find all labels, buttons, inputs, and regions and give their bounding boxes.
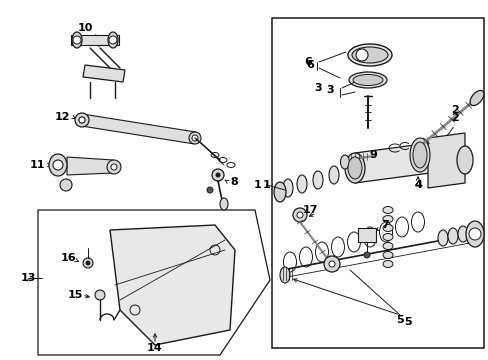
Circle shape: [212, 169, 224, 181]
Ellipse shape: [108, 32, 118, 48]
Text: 17: 17: [302, 205, 317, 215]
Ellipse shape: [328, 166, 338, 184]
Ellipse shape: [466, 224, 476, 240]
Circle shape: [53, 160, 63, 170]
Circle shape: [79, 117, 85, 123]
Text: 4: 4: [413, 180, 421, 190]
Ellipse shape: [283, 179, 292, 197]
Circle shape: [355, 49, 367, 61]
Ellipse shape: [382, 216, 392, 222]
Text: 8: 8: [230, 177, 237, 187]
Ellipse shape: [49, 154, 67, 176]
Text: 15: 15: [67, 290, 82, 300]
Text: 5: 5: [395, 315, 403, 325]
Text: 3: 3: [314, 83, 321, 93]
Circle shape: [206, 187, 213, 193]
Ellipse shape: [382, 234, 392, 240]
Ellipse shape: [347, 44, 391, 66]
Ellipse shape: [280, 267, 289, 283]
Circle shape: [73, 36, 81, 44]
Polygon shape: [110, 225, 235, 345]
Text: 10: 10: [77, 23, 93, 33]
Circle shape: [328, 261, 334, 267]
Ellipse shape: [382, 207, 392, 213]
Circle shape: [111, 164, 117, 170]
Circle shape: [189, 132, 201, 144]
Ellipse shape: [351, 47, 387, 63]
Ellipse shape: [382, 252, 392, 258]
Bar: [357, 228, 375, 242]
Polygon shape: [83, 65, 125, 82]
Polygon shape: [71, 35, 119, 45]
Circle shape: [296, 212, 303, 218]
Ellipse shape: [469, 90, 483, 105]
Ellipse shape: [348, 72, 386, 88]
Circle shape: [363, 252, 369, 258]
Text: 14: 14: [147, 343, 163, 353]
Ellipse shape: [347, 157, 361, 179]
Text: 3: 3: [325, 85, 333, 95]
Text: 16: 16: [60, 253, 76, 263]
Ellipse shape: [382, 243, 392, 249]
Ellipse shape: [465, 221, 483, 247]
Ellipse shape: [273, 182, 285, 202]
Text: 6: 6: [305, 60, 313, 70]
Text: 6: 6: [304, 57, 311, 67]
Circle shape: [292, 208, 306, 222]
Circle shape: [86, 261, 90, 265]
Ellipse shape: [72, 32, 82, 48]
Circle shape: [216, 173, 220, 177]
Circle shape: [468, 228, 480, 240]
Ellipse shape: [345, 153, 364, 183]
Polygon shape: [67, 157, 113, 175]
Ellipse shape: [447, 228, 457, 244]
Ellipse shape: [412, 142, 426, 168]
Circle shape: [324, 256, 339, 272]
Ellipse shape: [382, 225, 392, 231]
Polygon shape: [427, 133, 464, 188]
Text: 1: 1: [263, 180, 270, 190]
Ellipse shape: [352, 75, 382, 86]
Text: 4: 4: [413, 180, 421, 190]
Circle shape: [192, 135, 198, 141]
Text: 5: 5: [404, 317, 411, 327]
Text: 12: 12: [54, 112, 70, 122]
Ellipse shape: [296, 175, 306, 193]
Ellipse shape: [312, 171, 323, 189]
Text: 9: 9: [368, 150, 376, 160]
Ellipse shape: [382, 261, 392, 267]
Ellipse shape: [340, 155, 349, 169]
Text: 7: 7: [380, 220, 388, 230]
Circle shape: [107, 160, 121, 174]
Circle shape: [60, 179, 72, 191]
Circle shape: [83, 258, 93, 268]
Ellipse shape: [456, 146, 472, 174]
Ellipse shape: [220, 198, 227, 210]
Polygon shape: [354, 143, 429, 183]
Circle shape: [109, 36, 117, 44]
Ellipse shape: [457, 226, 467, 242]
Text: 13: 13: [20, 273, 36, 283]
Text: 1: 1: [254, 180, 262, 190]
Text: 2: 2: [450, 105, 458, 115]
Circle shape: [95, 290, 105, 300]
Ellipse shape: [409, 138, 429, 172]
Circle shape: [75, 113, 89, 127]
Text: 11: 11: [29, 160, 45, 170]
Text: 2: 2: [450, 113, 458, 123]
Polygon shape: [81, 114, 196, 144]
Bar: [271, 18, 483, 348]
Circle shape: [76, 114, 88, 126]
Polygon shape: [38, 210, 269, 355]
Circle shape: [79, 117, 85, 123]
Ellipse shape: [437, 230, 447, 246]
